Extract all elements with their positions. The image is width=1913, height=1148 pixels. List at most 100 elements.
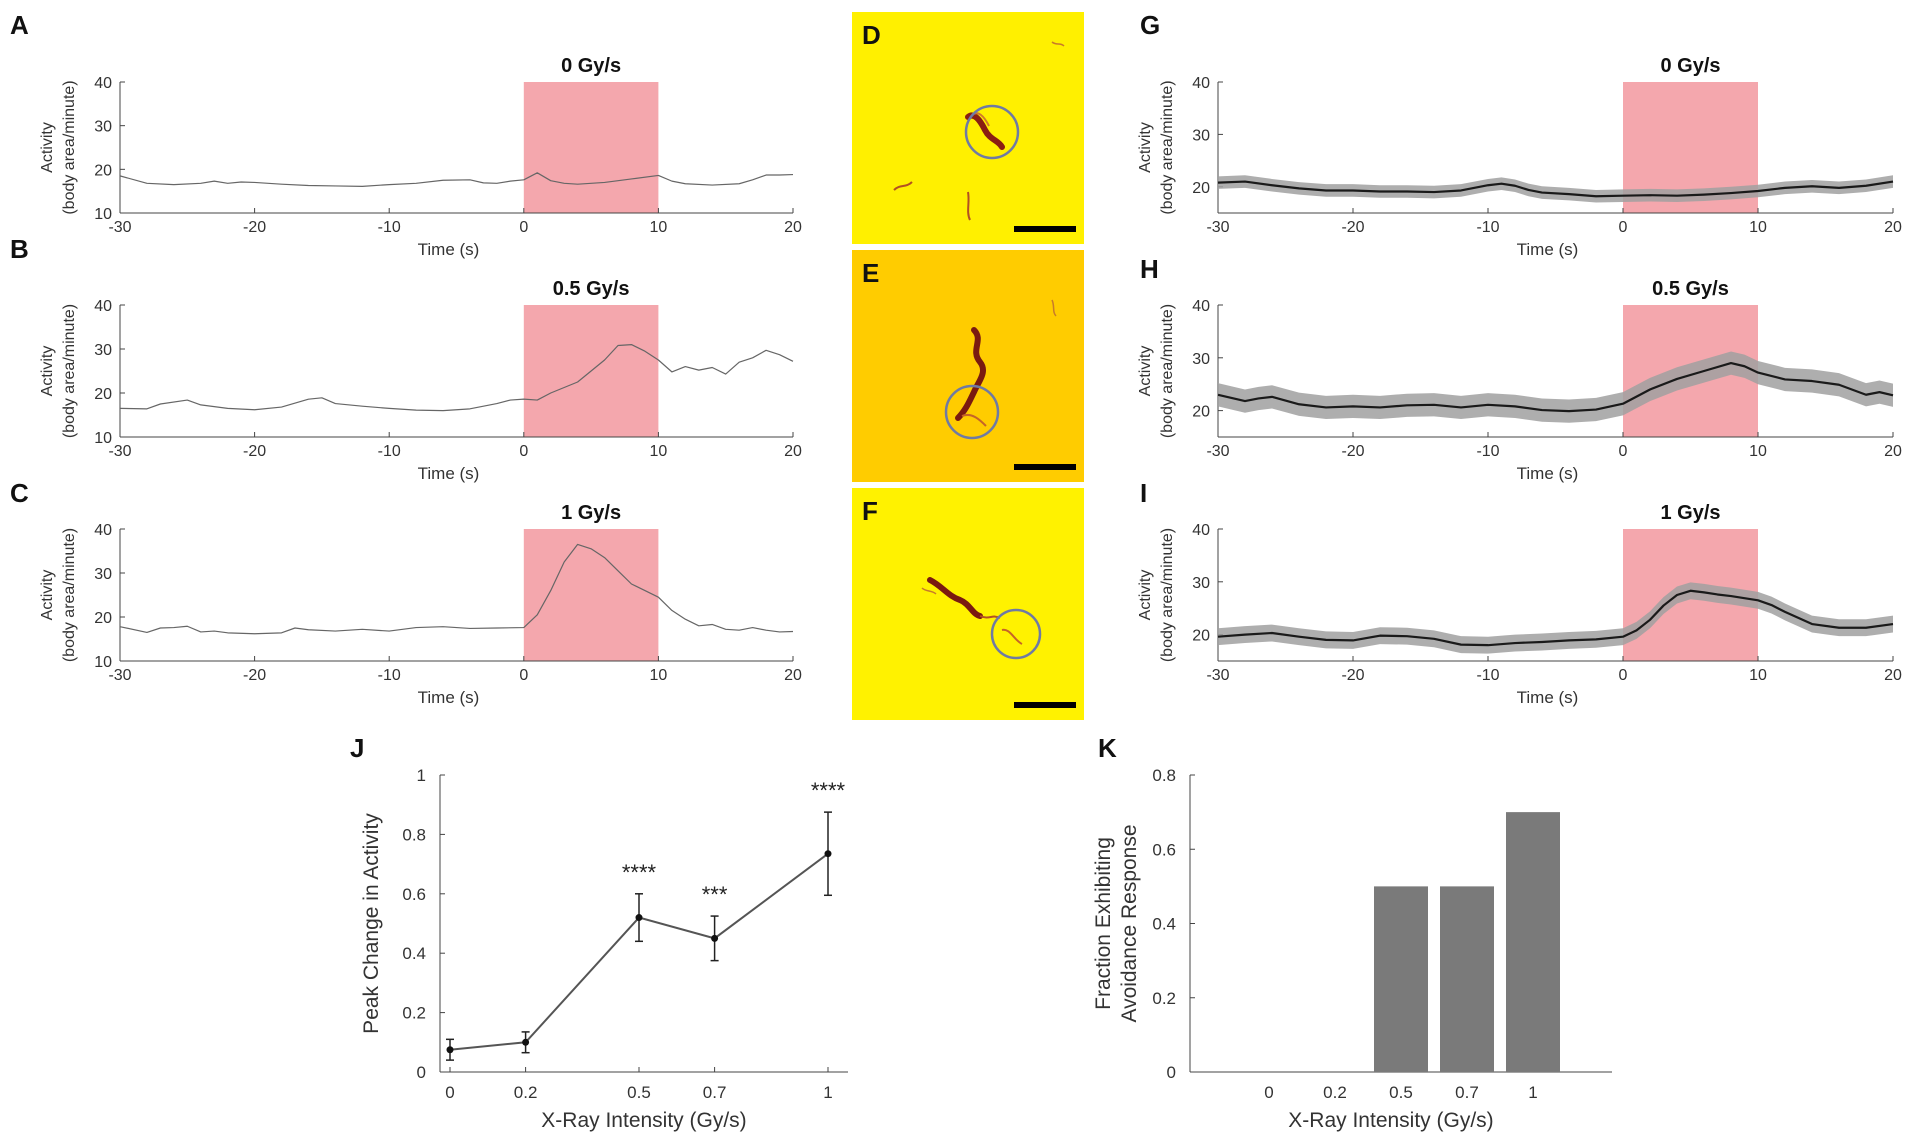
x-tick-label: 10	[1749, 443, 1767, 460]
y-axis-label: (body area/minute)	[61, 80, 78, 214]
y-tick-label: 20	[1192, 628, 1210, 645]
series-line	[1217, 589, 1894, 647]
y-tick-label: 40	[94, 522, 112, 539]
x-tick-label: 20	[784, 219, 802, 236]
exposure-window	[523, 529, 659, 661]
x-tick-label: 10	[1749, 667, 1767, 684]
series-line	[119, 172, 794, 187]
panel-label-h: H	[1140, 254, 1159, 284]
x-axis-label: Time (s)	[418, 240, 480, 259]
x-tick-label: -10	[1476, 667, 1499, 684]
x-axis-label: X-Ray Intensity (Gy/s)	[541, 1109, 746, 1132]
sem-band	[1218, 351, 1893, 423]
chart-j: 00.20.40.60.810 0.2 0.5 0.7 1***********X-Ra…	[360, 766, 848, 1132]
panel-label-c: C	[10, 478, 29, 508]
x-tick-label: 0.2	[1323, 1083, 1347, 1102]
x-tick-label: 0	[445, 1083, 454, 1102]
y-tick-label: 30	[1192, 351, 1210, 368]
x-axis-label: Time (s)	[1517, 240, 1579, 259]
x-tick-label: 10	[1749, 219, 1767, 236]
y-tick-label: 40	[1192, 298, 1210, 315]
x-tick-label: -30	[108, 443, 131, 460]
x-tick-label: 0	[519, 667, 528, 684]
y-tick-label: 10	[94, 206, 112, 223]
panel-label-d: D	[862, 20, 881, 50]
y-axis-label: Activity	[1137, 570, 1154, 621]
y-tick-label: 0.4	[1152, 915, 1176, 934]
panel-label-i: I	[1140, 478, 1148, 508]
x-tick-label: -10	[1476, 219, 1499, 236]
y-tick-label: 30	[94, 342, 112, 359]
x-tick-label: 0	[1264, 1083, 1273, 1102]
x-tick-label: -30	[108, 219, 131, 236]
panel-label-b: B	[10, 234, 29, 264]
x-tick-label: -20	[1341, 443, 1364, 460]
y-axis-label: Peak Change in Activity	[360, 813, 383, 1034]
x-tick-label: 20	[1884, 443, 1902, 460]
worm-image-f: F	[852, 488, 1084, 720]
x-tick-label: 1	[823, 1083, 832, 1102]
y-tick-label: 40	[94, 75, 112, 92]
y-tick-label: 20	[94, 162, 112, 179]
series-line	[1217, 180, 1894, 198]
y-axis-label: (body area/minute)	[61, 528, 78, 662]
chart-title: 0 Gy/s	[1660, 55, 1720, 77]
y-tick-label: 0.6	[1152, 840, 1176, 859]
x-axis-label: Time (s)	[1517, 688, 1579, 707]
chart-title: 0 Gy/s	[561, 55, 621, 77]
significance-stars: ****	[622, 860, 657, 885]
panel-label-k: K	[1098, 733, 1117, 763]
x-tick-label: 10	[650, 667, 668, 684]
y-axis-label: Activity	[1137, 346, 1154, 397]
x-axis-label: Time (s)	[418, 688, 480, 707]
x-tick-label: 0	[1619, 219, 1628, 236]
data-point	[824, 850, 832, 858]
y-axis-label: (body area/minute)	[1159, 528, 1176, 662]
x-tick-label: 20	[1884, 219, 1902, 236]
x-tick-label: 0.7	[703, 1083, 727, 1102]
y-tick-label: 20	[1192, 404, 1210, 421]
y-tick-label: 40	[94, 298, 112, 315]
x-tick-label: -30	[1206, 443, 1229, 460]
chart-title: 1 Gy/s	[561, 502, 621, 524]
y-tick-label: 0	[1167, 1063, 1176, 1082]
y-tick-label: 0.8	[1152, 766, 1176, 785]
y-axis-label: Activity	[1137, 122, 1154, 173]
bar	[1440, 886, 1494, 1072]
chart-c: 10 20 30 40 -30 -20 -10 0 10 20 1 Gy/s Time (s) Acti…	[39, 502, 802, 707]
x-tick-label: -30	[1206, 667, 1229, 684]
x-tick-label: -20	[1341, 219, 1364, 236]
panel-label-f: F	[862, 496, 878, 526]
y-tick-label: 30	[94, 566, 112, 583]
bar	[1374, 886, 1428, 1072]
worm-image-d: D	[852, 12, 1084, 244]
series-line	[1217, 361, 1894, 413]
x-tick-label: -20	[1341, 667, 1364, 684]
sem-band	[1218, 582, 1893, 654]
x-axis-label: Time (s)	[1517, 464, 1579, 483]
x-tick-label: 10	[650, 219, 668, 236]
x-tick-label: -10	[378, 219, 401, 236]
chart-title: 0.5 Gy/s	[1652, 278, 1729, 300]
y-tick-label: 0	[417, 1063, 426, 1082]
y-tick-label: 30	[1192, 575, 1210, 592]
x-tick-label: 0.5	[627, 1083, 651, 1102]
y-axis-label: Activity	[39, 570, 56, 621]
panel-label-a: A	[10, 10, 29, 40]
data-point	[635, 914, 643, 922]
data-point	[446, 1046, 454, 1054]
x-tick-label: 0	[519, 219, 528, 236]
y-tick-label: 10	[94, 430, 112, 447]
chart-k: 0 0.2 0.4 0.6 0.8 0 0.2 0.5 0.7 1 X-Ray Intensity …	[1092, 766, 1612, 1132]
x-tick-label: -20	[243, 219, 266, 236]
x-tick-label: -10	[1476, 443, 1499, 460]
sem-band	[1218, 175, 1893, 203]
series-line	[119, 344, 794, 412]
bar	[1506, 812, 1560, 1072]
x-tick-label: 1	[1528, 1083, 1537, 1102]
x-tick-label: 0.2	[514, 1083, 538, 1102]
y-axis-label: Avoidance Response	[1118, 824, 1141, 1022]
y-tick-label: 1	[417, 766, 426, 785]
x-tick-label: 0.5	[1389, 1083, 1413, 1102]
